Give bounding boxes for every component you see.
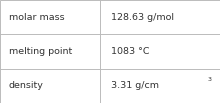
Text: 3: 3 <box>207 77 211 82</box>
Text: density: density <box>9 81 44 90</box>
Text: 3.31 g/cm: 3.31 g/cm <box>111 81 159 90</box>
Text: 128.63 g/mol: 128.63 g/mol <box>111 13 174 22</box>
Text: 1083 °C: 1083 °C <box>111 47 150 56</box>
Text: molar mass: molar mass <box>9 13 64 22</box>
Text: melting point: melting point <box>9 47 72 56</box>
